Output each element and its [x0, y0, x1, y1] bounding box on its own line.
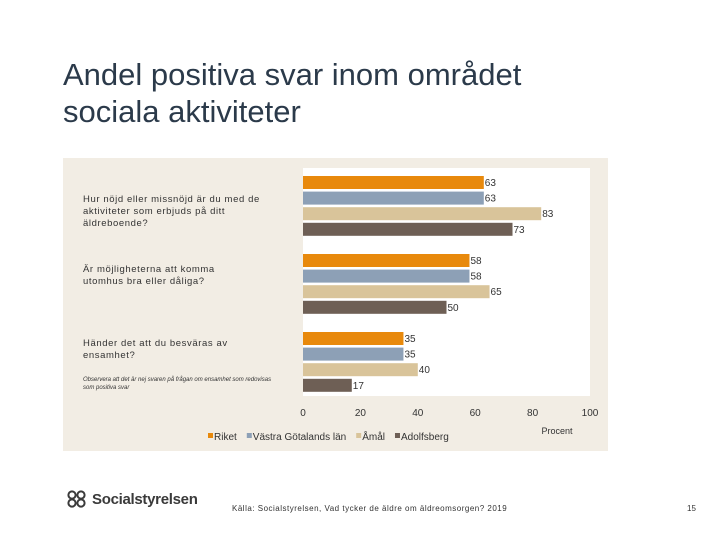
- x-tick-label-3: 60: [470, 408, 482, 419]
- bar-value-2-4: 50: [448, 303, 460, 314]
- bar-3-4: [303, 378, 352, 392]
- bar-1-4: [303, 222, 513, 236]
- chart-panel: 63 63 83 73 58 58 65 50 35 35 40 17 0 20 40 60 80 100 Proc…: [63, 158, 608, 451]
- legend-label-2: Västra Götalands län: [253, 432, 346, 443]
- bar-3-2: [303, 347, 404, 361]
- bar-value-1-1: 63: [485, 178, 497, 189]
- title-line-1: Andel positiva svar inom området: [63, 57, 522, 92]
- bar-2-2: [303, 269, 470, 283]
- bar-2-4: [303, 300, 447, 314]
- x-tick-label-0: 0: [300, 408, 306, 419]
- legend-label-3: Åmål: [362, 430, 385, 443]
- x-axis-label: Procent: [541, 426, 573, 436]
- x-tick-label-2: 40: [412, 408, 424, 419]
- x-tick-label-5: 100: [582, 408, 599, 419]
- legend-swatch-2: [246, 433, 252, 438]
- bar-value-2-2: 58: [470, 272, 482, 283]
- bar-value-1-4: 73: [514, 225, 526, 236]
- question-label-2: Är möjligheterna att komma utomhus bra e…: [83, 264, 215, 287]
- bar-3-3: [303, 363, 418, 377]
- page-number: 15: [687, 504, 696, 513]
- bar-value-3-1: 35: [404, 334, 416, 345]
- legend-label-4: Adolfsberg: [401, 432, 449, 443]
- socialstyrelsen-logo: Socialstyrelsen: [66, 490, 198, 508]
- bar-2-3: [303, 285, 490, 299]
- slide-title: Andel positiva svar inom området sociala…: [63, 56, 663, 130]
- bar-1-3: [303, 207, 542, 221]
- source-citation: Källa: Socialstyrelsen, Vad tycker de äl…: [232, 504, 508, 513]
- question-label-1: Hur nöjd eller missnöjd är du med de akt…: [83, 194, 260, 229]
- x-tick-label-1: 20: [355, 408, 367, 419]
- ensamhet-note: Observera att det är nej svaren på fråga…: [83, 377, 272, 391]
- x-tick-label-4: 80: [527, 408, 539, 419]
- bar-value-1-3: 83: [542, 209, 554, 220]
- legend-label-1: Riket: [214, 432, 237, 443]
- legend-swatch-1: [208, 433, 213, 438]
- bar-value-3-3: 40: [419, 365, 431, 376]
- bar-3-1: [303, 332, 404, 345]
- bar-value-3-4: 17: [353, 381, 365, 392]
- question-label-3: Händer det att du besväras av ensamhet?: [83, 338, 228, 361]
- bar-value-2-3: 65: [491, 287, 503, 298]
- legend-swatch-3: [356, 433, 362, 438]
- bar-value-3-2: 35: [404, 350, 416, 361]
- bar-1-1: [303, 176, 484, 189]
- title-line-2: sociala aktiviteter: [63, 94, 301, 129]
- logo-icon: [67, 490, 86, 508]
- logo-text: Socialstyrelsen: [92, 490, 198, 508]
- bar-2-1: [303, 254, 470, 267]
- bar-value-1-2: 63: [485, 194, 497, 205]
- bar-1-2: [303, 191, 484, 205]
- bar-value-2-1: 58: [470, 256, 482, 267]
- legend-swatch-4: [394, 433, 400, 438]
